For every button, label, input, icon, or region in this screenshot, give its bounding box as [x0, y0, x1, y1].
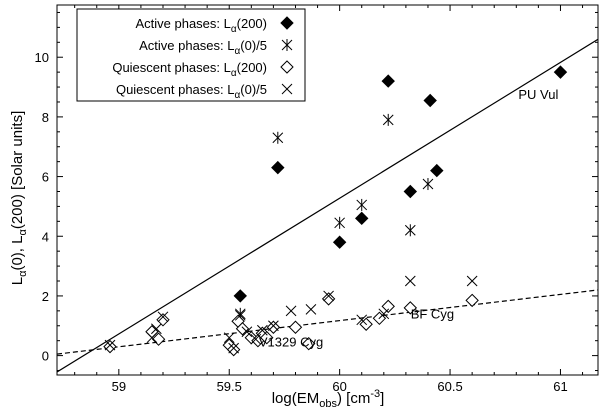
data-point-s1-2	[334, 216, 345, 229]
data-point-s3-16	[404, 275, 416, 287]
data-point-s0-0	[233, 289, 247, 303]
data-point-s3-3	[157, 311, 169, 323]
y-tick-label: 6	[42, 170, 49, 185]
y-axis-label-sub2: α	[17, 229, 29, 236]
x-axis-label-main: log(EM	[272, 390, 320, 407]
y-tick-label: 2	[42, 289, 49, 304]
data-point-s1-5	[404, 224, 416, 237]
y-axis-label: Lα(0), Lα(200) [Solar units]	[9, 111, 29, 285]
plot-frame	[56, 4, 599, 376]
data-point-s0-2	[332, 235, 347, 249]
legend-marker	[281, 39, 293, 51]
data-point-s1-3	[356, 198, 368, 211]
x-tick-label: 59.5	[217, 379, 242, 394]
data-point-s1-6	[422, 178, 434, 191]
data-point-s2-15	[321, 292, 336, 306]
x-tick-label: 60	[332, 379, 346, 394]
data-point-s3-6	[234, 309, 246, 321]
data-point-s0-8	[553, 65, 568, 79]
legend: Active phases: Lα(200) Active phases: Lα(…	[76, 8, 306, 102]
y-tick-label: 8	[42, 110, 49, 125]
data-point-s0-5	[403, 184, 418, 199]
y-tick-label: 0	[42, 349, 49, 364]
annotations: PU Vul BF Cyg V1329 Cyg	[259, 87, 559, 350]
annotation-label: BF Cyg	[411, 306, 454, 321]
data-point-s2-0	[103, 339, 117, 354]
legend-label: Active phases: Lα(200)	[135, 16, 267, 35]
x-axis-label: log(EMobs) [cm-3]	[272, 388, 385, 410]
data-point-s2-19	[403, 301, 418, 315]
data-point-s3-9	[257, 324, 268, 336]
x-axis-label-sub: obs	[319, 398, 337, 410]
x-axis-label-tail: ) [cm	[337, 390, 370, 407]
data-point-s2-7	[235, 322, 250, 336]
axis-ticks	[57, 5, 598, 375]
data-point-s2-12	[266, 320, 281, 334]
data-point-s2-18	[381, 299, 395, 314]
legend-marker	[280, 16, 294, 30]
legend-label: Quiescent phases: Lα(200)	[112, 60, 267, 79]
data-point-s1-1	[272, 131, 284, 144]
data-point-s1-4	[382, 113, 394, 126]
data-point-s2-13	[288, 320, 303, 334]
fit-line-solid	[57, 38, 598, 373]
y-tick-label: 4	[42, 229, 49, 244]
data-point-s3-13	[323, 290, 334, 302]
data-markers	[103, 65, 568, 357]
data-point-s0-7	[430, 163, 444, 178]
y-tick-label: 10	[35, 50, 49, 65]
data-point-s0-6	[423, 93, 437, 108]
data-point-s3-7	[241, 326, 253, 338]
data-point-s3-14	[356, 314, 368, 326]
data-point-s2-14	[302, 336, 316, 351]
data-point-s3-2	[151, 323, 162, 335]
data-point-s3-8	[250, 333, 262, 345]
data-point-s2-5	[226, 342, 241, 357]
legend-marker	[280, 60, 294, 74]
data-point-s3-17	[466, 275, 478, 287]
data-point-s2-20	[465, 293, 479, 308]
data-point-s3-10	[268, 320, 279, 332]
annotation-label: V1329 Cyg	[259, 335, 323, 350]
data-point-s2-11	[260, 330, 274, 345]
data-point-s3-0	[104, 339, 116, 351]
x-tick-label: 59	[112, 379, 126, 394]
data-point-s3-5	[228, 342, 240, 354]
legend-label: Active phases: Lα(0)/5	[139, 38, 267, 57]
data-point-s0-4	[381, 74, 395, 88]
legend-marker	[281, 83, 293, 95]
data-point-s0-1	[271, 160, 285, 175]
data-point-s0-3	[355, 211, 369, 226]
annotation-label: PU Vul	[518, 87, 558, 102]
legend-label: Quiescent phases: Lα(0)/5	[116, 82, 267, 101]
data-point-s3-12	[305, 304, 317, 315]
fit-line-dashed	[57, 289, 598, 355]
x-tick-label: 61	[553, 379, 567, 394]
y-axis-label-post: (200) [Solar units]	[9, 111, 26, 229]
data-point-s2-3	[156, 313, 170, 327]
data-point-s2-2	[151, 332, 166, 346]
y-axis-label-mid: (0), L	[9, 236, 26, 271]
data-point-s3-15	[378, 308, 390, 320]
tick-labels: 59 59.5 60 60.5 61 0 2 4 6 8 10	[35, 50, 568, 394]
x-axis-label-end: ]	[380, 390, 384, 407]
data-point-s3-11	[285, 305, 297, 317]
legend-box	[76, 8, 306, 102]
x-tick-label: 60.5	[437, 379, 462, 394]
data-point-s3-4	[223, 332, 235, 344]
data-point-s3-1	[146, 332, 158, 344]
x-axis-label-sup: -3	[370, 388, 380, 400]
y-axis-label-pre: L	[9, 277, 26, 285]
fit-lines	[57, 38, 598, 373]
y-axis-label-sub1: α	[17, 270, 29, 277]
